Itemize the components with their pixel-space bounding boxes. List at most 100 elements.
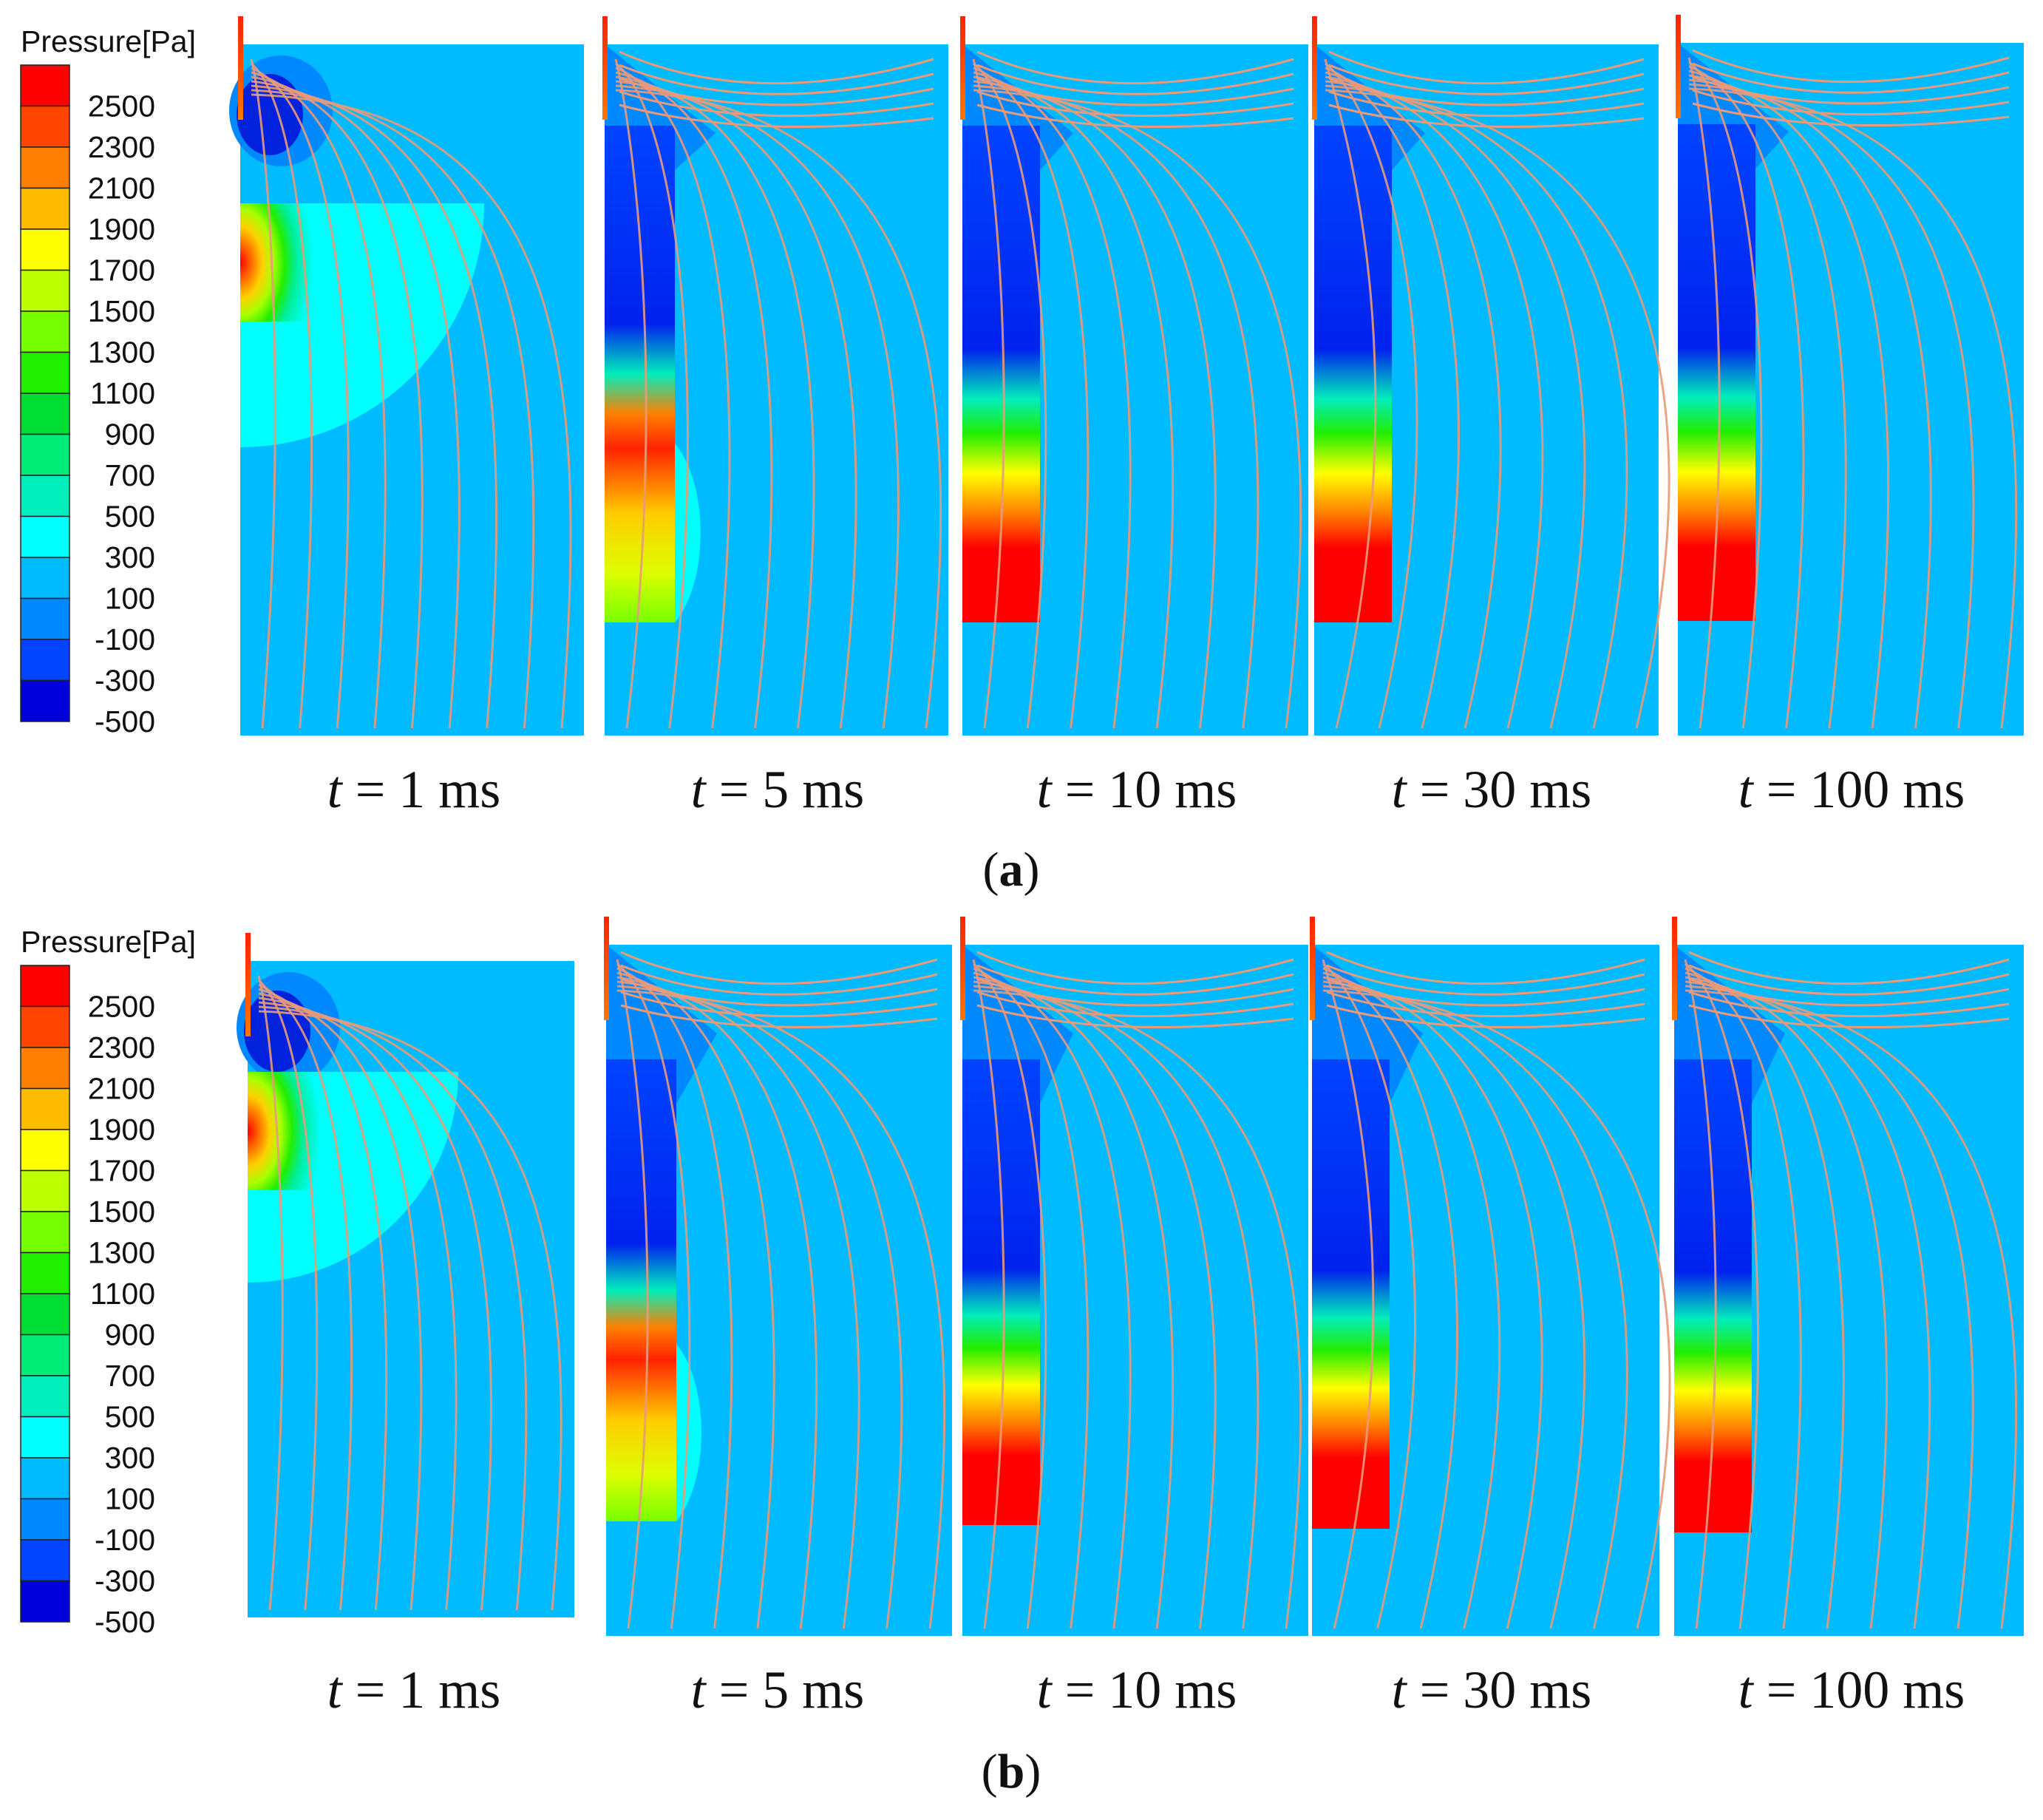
streamline (620, 951, 938, 985)
time-var: t (327, 1660, 344, 1719)
streamline (973, 971, 1132, 1629)
colorbar-level: 500 (105, 1400, 155, 1434)
streamline (251, 80, 460, 729)
streamline (973, 989, 1302, 1629)
time-value: = 100 ms (1753, 760, 1965, 819)
streamline (1688, 69, 1847, 729)
panel-letter: a (999, 843, 1024, 897)
streamline (1325, 84, 1628, 729)
streamline (973, 62, 1047, 729)
streamline (251, 84, 498, 729)
colorbar-level: 2100 (88, 172, 155, 206)
water-column (605, 126, 675, 622)
streamline (1692, 89, 2010, 116)
colorbar-swatch (20, 187, 70, 230)
colorbar-level: 1500 (88, 294, 155, 328)
colorbar-swatch (20, 1293, 70, 1336)
colorbar-level: 1300 (88, 1236, 155, 1270)
streamline (1328, 103, 1645, 129)
streamline (973, 80, 1217, 729)
streamline (1325, 62, 1418, 729)
streamline (1328, 64, 1645, 95)
colorbar-swatch (20, 1047, 70, 1090)
streamline (1326, 964, 1645, 996)
streamline (1692, 62, 2010, 94)
streamline (976, 1004, 1294, 1029)
streamline (258, 1005, 528, 1611)
water-column (962, 1059, 1040, 1525)
colorbar-a: Pressure[Pa] 2500 2300 2100 1900 1700 1500 1300… (20, 24, 196, 738)
streamline (973, 67, 1090, 729)
time-label: t = 5 ms (691, 760, 865, 819)
streamline (976, 977, 1294, 1007)
colorbar-level: 900 (105, 418, 155, 452)
colorbar-level: 700 (105, 1359, 155, 1393)
streamline (251, 75, 424, 729)
streamline (1322, 967, 1459, 1629)
streamline (973, 71, 1132, 729)
colorbar-swatch (20, 64, 70, 107)
colorbar-level: 500 (105, 500, 155, 534)
streamline (1688, 78, 1932, 729)
time-var: t (327, 760, 344, 819)
time-value: = 10 ms (1052, 1660, 1237, 1719)
colorbar-level: 1700 (88, 254, 155, 288)
streamline (1325, 71, 1502, 729)
time-var: t (691, 1660, 707, 1719)
streamline (1692, 102, 2010, 127)
paren-open: ( (983, 843, 999, 897)
colorbar-level: -100 (95, 622, 155, 656)
colorbar-swatch (20, 679, 70, 722)
streamline (616, 989, 946, 1629)
time-var: t (1738, 1660, 1755, 1719)
colorbar-level: 300 (105, 1441, 155, 1475)
colorbar-swatch (20, 105, 70, 148)
streamline (973, 967, 1090, 1629)
streamline (1692, 49, 2010, 84)
colorbar-swatch (20, 393, 70, 435)
injector-needle (1312, 16, 1317, 120)
colorbar-swatch (20, 475, 70, 517)
injector-needle (960, 16, 965, 120)
colorbar-level: -300 (95, 664, 155, 698)
pressure-wave (676, 1344, 701, 1521)
injector-needle (602, 16, 608, 120)
streamline (1688, 83, 1975, 729)
pressure-wave (675, 444, 701, 622)
streamline (1685, 962, 1760, 1629)
time-value: = 100 ms (1753, 1660, 1965, 1719)
colorbar-swatch (20, 597, 70, 640)
colorbar-swatch (20, 1334, 70, 1376)
injector-needle (1676, 15, 1681, 118)
colorbar-swatch (20, 310, 70, 353)
colorbar-level: 900 (105, 1318, 155, 1352)
streamline (976, 991, 1294, 1018)
streamline (1692, 75, 2010, 105)
time-label: t = 10 ms (1037, 1660, 1237, 1719)
streamline (1688, 964, 2010, 996)
streamline (1322, 962, 1416, 1629)
colorbar-level: -100 (95, 1523, 155, 1557)
streamline (620, 964, 938, 996)
colorbar-level: 1500 (88, 1195, 155, 1229)
streamline (615, 84, 900, 729)
colorbar-title: Pressure[Pa] (21, 925, 196, 959)
injector-needle (960, 917, 965, 1020)
streamline (1328, 90, 1645, 118)
streamline (976, 64, 1294, 95)
colorbar-swatch (20, 146, 70, 189)
time-label: t = 1 ms (327, 1660, 501, 1719)
colorbar-level: 1100 (90, 1277, 155, 1311)
streamline (1688, 65, 1805, 729)
panel-letter: b (998, 1745, 1025, 1799)
streamline (1322, 989, 1671, 1629)
injector-needle (245, 933, 251, 1036)
streamline (615, 62, 689, 729)
panel-label: (a) (983, 843, 1040, 897)
streamline (258, 979, 319, 1611)
streamline (616, 985, 903, 1629)
streamline (616, 971, 775, 1629)
simulation-panels (229, 15, 2024, 1636)
streamline (258, 992, 423, 1611)
